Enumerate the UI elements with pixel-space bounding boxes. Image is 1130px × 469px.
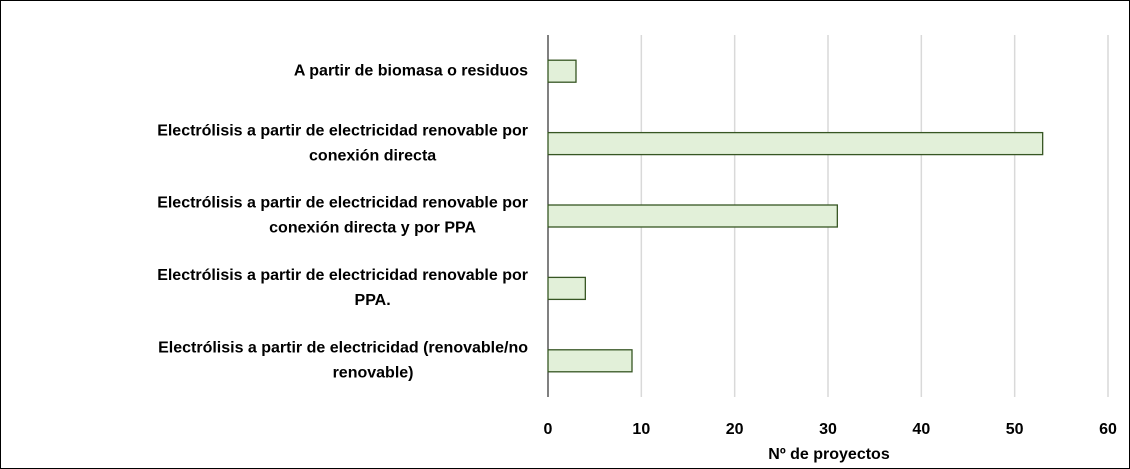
x-tick-label: 10 [632, 421, 650, 438]
x-tick-label: 20 [726, 421, 744, 438]
y-tick-label: Electrólisis a partir de electricidad re… [157, 122, 528, 139]
bar [547, 349, 633, 373]
y-tick-label: PPA. [355, 292, 391, 309]
y-tick-label: A partir de biomasa o residuos [294, 62, 528, 79]
y-tick-label: Electrólisis a partir de electricidad re… [157, 267, 528, 284]
y-tick-label: Electrólisis a partir de electricidad (r… [158, 340, 528, 357]
x-tick-label: 50 [1006, 421, 1024, 438]
y-tick-label: renovable) [333, 365, 414, 382]
x-tick-label: 60 [1099, 421, 1117, 438]
bar [547, 204, 838, 228]
x-axis-title: Nº de proyectos [768, 446, 890, 463]
y-tick-label: conexión directa y por PPA [269, 220, 476, 237]
bar [547, 276, 586, 301]
bar [547, 59, 577, 83]
y-tick-label: Electrólisis a partir de electricidad re… [157, 195, 528, 212]
x-tick-label: 0 [544, 421, 553, 438]
y-tick-label: conexión directa [309, 147, 436, 164]
bar [547, 131, 1044, 156]
x-tick-label: 30 [819, 421, 837, 438]
x-tick-label: 40 [912, 421, 930, 438]
